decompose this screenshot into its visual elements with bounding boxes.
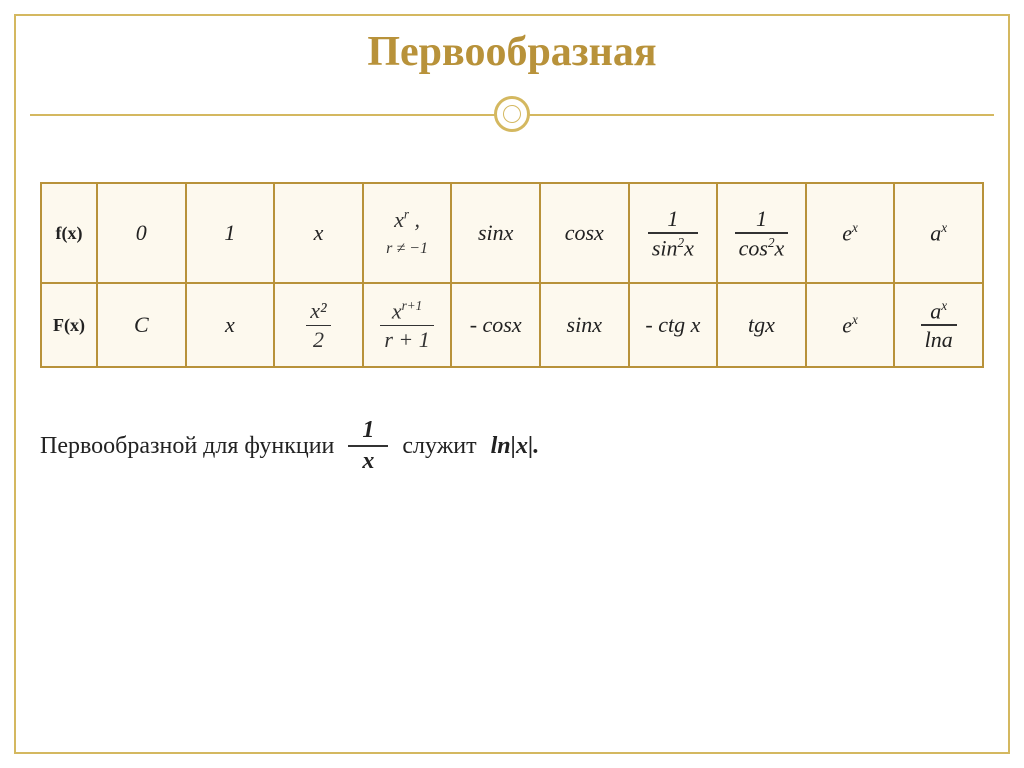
divider-circle-icon <box>494 96 530 132</box>
title-divider <box>0 96 1024 132</box>
